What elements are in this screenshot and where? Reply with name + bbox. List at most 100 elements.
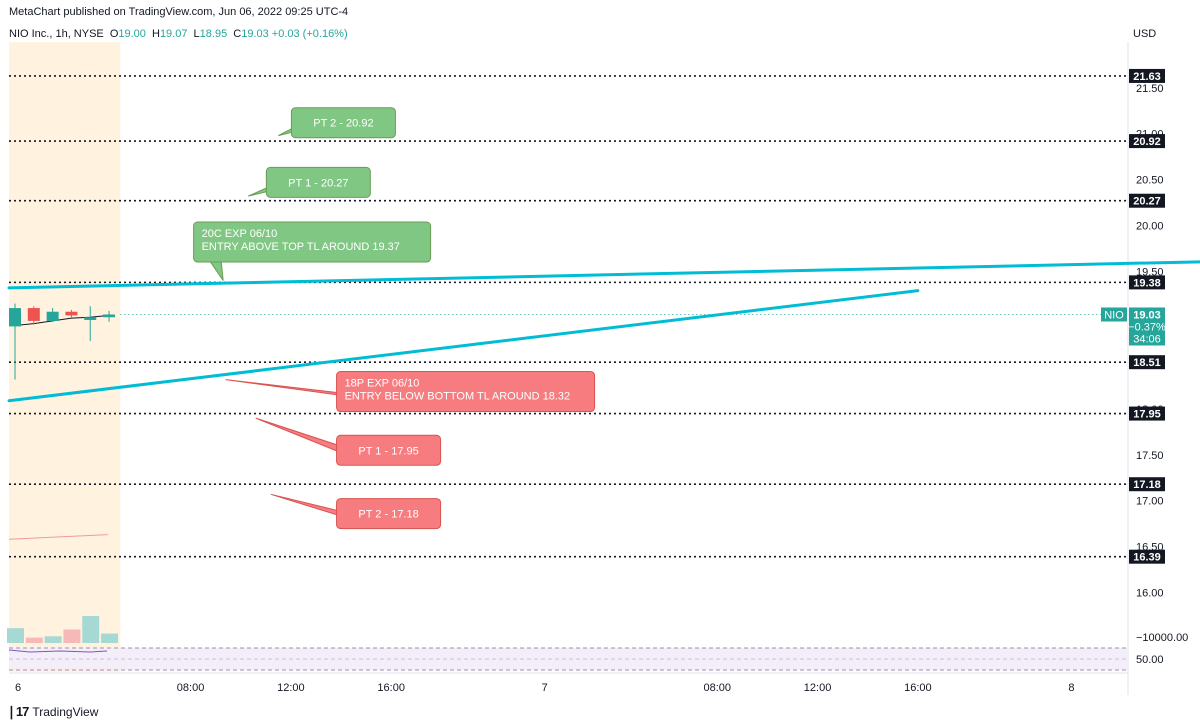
moving-average-line — [14, 314, 110, 326]
candle-body — [84, 317, 97, 320]
x-tick-label: 6 — [15, 682, 21, 694]
last-price-change: −0.37% — [1128, 321, 1166, 333]
level-price-tag — [1129, 549, 1165, 564]
low-label: L — [193, 28, 200, 40]
callout-text: ENTRY BELOW BOTTOM TL AROUND 18.32 — [345, 391, 571, 403]
x-tick-label: 8 — [1068, 682, 1074, 694]
callout-text: PT 2 - 17.18 — [358, 509, 418, 521]
symbol-legend: NIO Inc., 1h, NYSE O19.00 H19.07 L18.95 … — [9, 28, 348, 40]
y-tick-label: 21.00 — [1136, 129, 1164, 141]
brand-name: TradingView — [32, 705, 99, 719]
y-tick-label: 17.50 — [1136, 450, 1164, 462]
open-value: 19.00 — [118, 28, 146, 40]
callout-tail — [255, 417, 363, 454]
trendline — [7, 260, 1200, 290]
callout-text: ENTRY ABOVE TOP TL AROUND 19.37 — [202, 241, 400, 253]
volume-bar — [25, 637, 43, 643]
level-price-tag — [1129, 355, 1165, 370]
volume-bar — [101, 633, 119, 643]
change-value: +0.03 (+0.16%) — [271, 28, 348, 40]
callout-box — [336, 498, 442, 530]
low-value: 18.95 — [199, 28, 228, 40]
level-price-tag — [1129, 275, 1165, 290]
callout-text: PT 1 - 20.27 — [288, 177, 348, 189]
trendline — [7, 289, 920, 403]
x-tick-label: 16:00 — [904, 682, 932, 694]
volume-bar — [63, 629, 81, 643]
callout-annotation: PT 1 - 17.95 — [255, 417, 442, 466]
tradingview-logo-icon: ❘17 — [6, 704, 29, 719]
x-tick-label: 08:00 — [703, 682, 731, 694]
level-price-tag — [1129, 406, 1165, 421]
candle-body — [27, 308, 40, 321]
x-tick-label: 7 — [542, 682, 548, 694]
symbol-tag-label: NIO — [1104, 309, 1124, 321]
level-price-tag — [1129, 193, 1165, 208]
candle-body — [9, 308, 21, 327]
callout-box — [193, 221, 432, 263]
callout-box — [336, 371, 596, 413]
currency-label: USD — [1133, 28, 1157, 40]
callout-text: 20C EXP 06/10 — [202, 228, 278, 240]
callout-tail — [225, 379, 363, 397]
callout-box — [265, 166, 371, 198]
y-tick-label: 18.00 — [1136, 404, 1164, 416]
published-header: MetaChart published on TradingView.com, … — [9, 6, 349, 18]
x-tick-label: 12:00 — [277, 682, 305, 694]
close-label: C — [233, 28, 242, 40]
level-price-tag — [1129, 477, 1165, 492]
callout-annotation: PT 1 - 20.27 — [248, 166, 371, 198]
y-tick-label: 21.50 — [1136, 83, 1164, 95]
y-tick-label: 19.50 — [1136, 266, 1164, 278]
candle-body — [46, 311, 59, 321]
level-price-label: 19.38 — [1133, 277, 1161, 289]
callout-tail — [248, 184, 293, 197]
callout-tail — [270, 493, 363, 518]
candle-body — [103, 314, 116, 318]
level-price-tag — [1129, 68, 1165, 83]
level-price-label: 18.51 — [1133, 357, 1161, 369]
volume-axis-label: −10000.00 — [1136, 632, 1188, 644]
level-price-label: 17.18 — [1133, 479, 1161, 491]
y-tick-label: 20.00 — [1136, 220, 1164, 232]
callout-box — [290, 107, 396, 139]
high-value: 19.07 — [159, 28, 188, 40]
callout-annotation: PT 2 - 17.18 — [270, 493, 442, 530]
symbol-name[interactable]: NIO Inc., 1h, NYSE — [9, 28, 104, 40]
level-price-label: 20.92 — [1133, 136, 1161, 148]
candle-body — [65, 311, 78, 316]
indicator-axis-label: 50.00 — [1136, 654, 1164, 666]
bar-countdown: 34:06 — [1133, 333, 1161, 345]
callout-text: 18P EXP 06/10 — [345, 378, 420, 390]
last-price-label: 19.03 — [1133, 309, 1161, 321]
level-price-label: 20.27 — [1133, 196, 1161, 208]
x-tick-label: 16:00 — [377, 682, 405, 694]
indicator-line — [8, 649, 108, 653]
callout-tail — [278, 125, 318, 137]
callout-box — [336, 434, 442, 466]
footer-brand[interactable]: ❘17 TradingView — [6, 704, 98, 720]
session-highlight — [9, 42, 121, 672]
y-tick-label: 19.00 — [1136, 312, 1164, 324]
symbol-tag — [1101, 307, 1127, 322]
indicator-pane — [9, 648, 1128, 670]
volume-bar — [82, 616, 100, 643]
open-label: O — [109, 28, 119, 40]
last-price-tag — [1129, 307, 1165, 346]
close-value: 19.03 — [241, 28, 269, 40]
y-tick-label: 16.00 — [1136, 587, 1164, 599]
volume-bar — [7, 628, 24, 643]
level-price-label: 16.39 — [1133, 552, 1161, 564]
callout-text: PT 1 - 17.95 — [358, 445, 418, 457]
y-tick-label: 20.50 — [1136, 175, 1164, 187]
high-label: H — [151, 28, 160, 40]
x-tick-label: 12:00 — [804, 682, 832, 694]
y-tick-label: 17.00 — [1136, 496, 1164, 508]
callout-text: PT 2 - 20.92 — [313, 118, 373, 130]
y-tick-label: 18.50 — [1136, 358, 1164, 370]
level-price-label: 17.95 — [1133, 409, 1161, 421]
x-tick-label: 08:00 — [177, 682, 205, 694]
